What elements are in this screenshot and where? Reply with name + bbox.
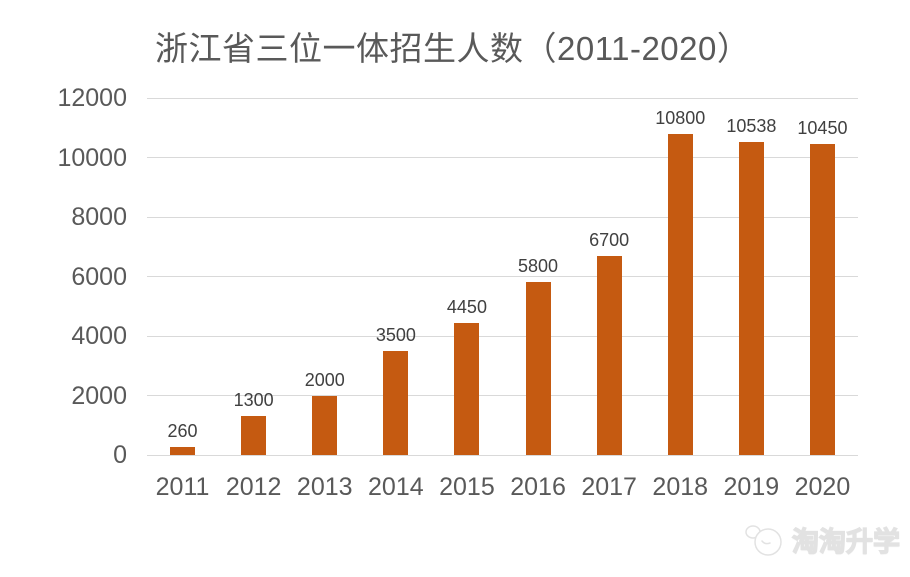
watermark-text: 淘淘升学 bbox=[791, 526, 900, 557]
bar-2016 bbox=[525, 282, 551, 455]
gridline bbox=[147, 395, 858, 396]
bar-value-label: 5800 bbox=[518, 256, 559, 277]
x-tick-label: 2015 bbox=[439, 473, 495, 501]
bar-2013 bbox=[312, 395, 338, 455]
x-tick-label: 2017 bbox=[581, 473, 637, 501]
bar-2011 bbox=[170, 447, 196, 455]
bar-2012 bbox=[241, 416, 267, 455]
y-tick-label: 8000 bbox=[71, 203, 127, 231]
y-tick-label: 2000 bbox=[71, 381, 127, 410]
bar-2019 bbox=[738, 141, 764, 455]
bar-2018 bbox=[667, 133, 693, 455]
bar-value-label: 4450 bbox=[446, 296, 487, 317]
gridline bbox=[147, 276, 858, 277]
y-tick-label: 4000 bbox=[71, 322, 127, 350]
y-tick-label: 6000 bbox=[71, 262, 127, 291]
gridline bbox=[147, 454, 858, 456]
x-tick-label: 2019 bbox=[723, 473, 780, 501]
bar-2014 bbox=[383, 350, 409, 455]
x-tick-label: 2014 bbox=[368, 473, 424, 501]
gridline bbox=[147, 335, 858, 337]
bar-value-label: 10450 bbox=[797, 118, 848, 139]
bar-value-label: 1300 bbox=[233, 390, 274, 411]
y-tick-label: 10000 bbox=[57, 143, 127, 172]
plot-area: 260 1300 2000 3500 4450 5800 6700 10800 10538 104… bbox=[147, 97, 858, 456]
y-tick-label: 0 bbox=[113, 441, 127, 469]
x-tick-label: 2016 bbox=[510, 473, 566, 501]
bar-value-label: 2000 bbox=[304, 369, 345, 390]
x-tick-label: 2012 bbox=[225, 473, 282, 501]
bar-2020 bbox=[809, 144, 835, 455]
x-tick-label: 2013 bbox=[296, 473, 353, 501]
x-tick-label: 2018 bbox=[652, 473, 709, 501]
taotao-logo-icon bbox=[745, 524, 782, 556]
bar-value-label: 260 bbox=[167, 421, 198, 442]
bar-2015 bbox=[454, 322, 480, 455]
gridline bbox=[147, 216, 858, 218]
bar-value-label: 10800 bbox=[655, 107, 706, 128]
chart-title: 浙江省三位一体招生人数（2011-2020） bbox=[155, 30, 751, 67]
watermark: 淘淘升学 bbox=[744, 520, 901, 559]
x-tick-label: 2020 bbox=[794, 473, 851, 501]
bar-value-label: 6700 bbox=[589, 229, 630, 250]
bar-value-label: 10538 bbox=[726, 115, 777, 136]
bar-2017 bbox=[596, 255, 622, 455]
y-tick-label: 12000 bbox=[57, 84, 127, 112]
gridline bbox=[147, 97, 858, 99]
bar-value-label: 3500 bbox=[375, 324, 416, 345]
gridline bbox=[147, 157, 858, 158]
x-tick-label: 2011 bbox=[155, 473, 210, 501]
